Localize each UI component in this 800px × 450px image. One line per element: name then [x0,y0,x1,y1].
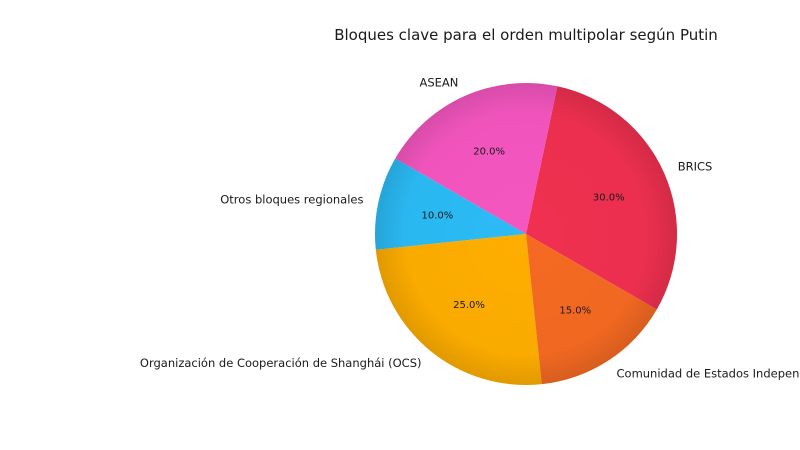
slice-label-comunidad-de-estados-independientes-cei: Comunidad de Estados Independientes (CEI… [617,366,800,380]
pie-edge-shade [375,83,677,385]
pie-labels: 30.0% BRICS 20.0% ASEAN 10.0% Otros bloques r… [140,75,800,380]
chart-title: Bloques clave para el orden multipolar s… [334,26,718,44]
slice-label-brics: BRICS [678,159,713,173]
pct-label: 30.0% [593,193,625,204]
pct-label: 20.0% [473,147,505,158]
pct-label: 10.0% [422,211,454,222]
pie-slices [375,83,677,385]
pct-label: 15.0% [559,306,591,317]
slice-label-otros-bloques-regionales: Otros bloques regionales [220,193,363,207]
slice-label-organizacion-de-cooperacion-de-shanghai-ocs: Organización de Cooperación de Shanghái … [140,356,422,370]
slice-label-asean: ASEAN [419,75,458,89]
pct-label: 25.0% [453,300,485,311]
